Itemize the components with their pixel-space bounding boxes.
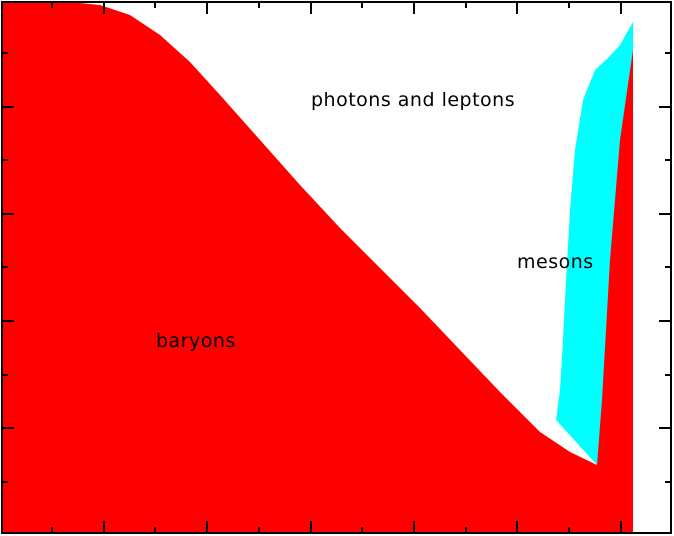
baryons-label: baryons <box>156 330 236 352</box>
baryons-area <box>2 2 633 533</box>
photons-leptons-label: photons and leptons <box>311 89 516 111</box>
mesons-label: mesons <box>517 251 594 273</box>
